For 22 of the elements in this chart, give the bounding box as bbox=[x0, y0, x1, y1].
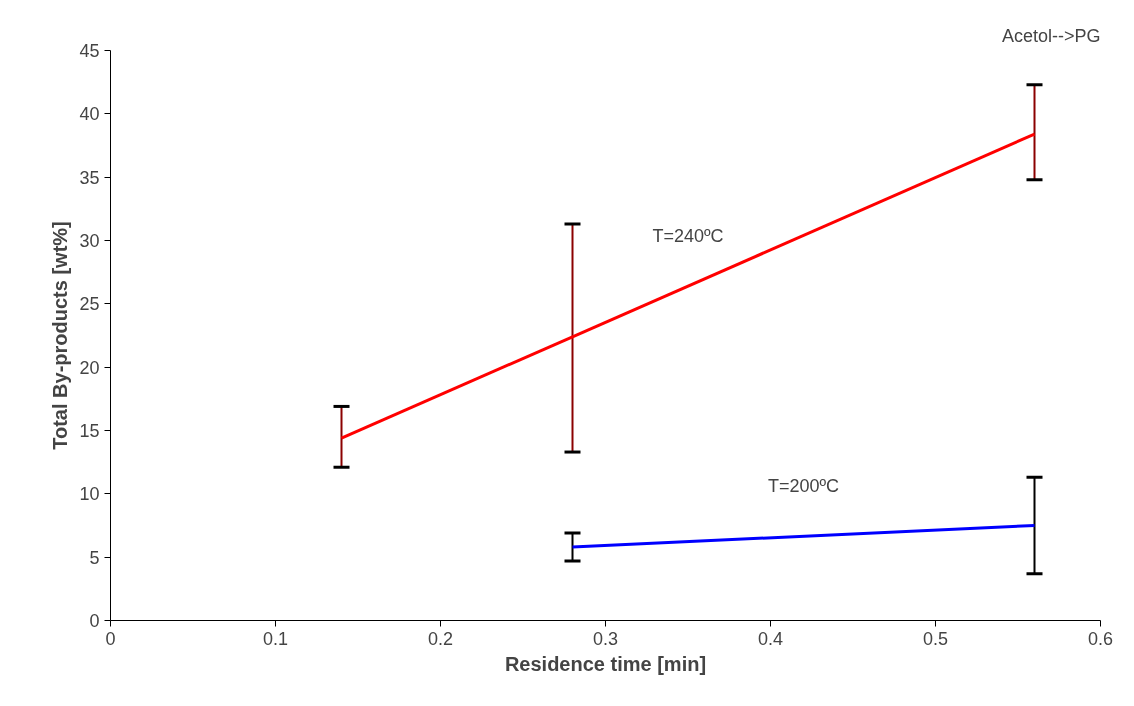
x-tick-label: 0 bbox=[105, 628, 116, 649]
x-tick-label: 0.1 bbox=[262, 628, 289, 649]
x-axis-title: Residence time [min] bbox=[504, 652, 707, 675]
series-label: T=240ºC bbox=[652, 226, 724, 247]
y-tick-label: 25 bbox=[79, 294, 100, 315]
x-tick-label: 0.4 bbox=[757, 628, 784, 649]
y-tick-label: 40 bbox=[79, 104, 100, 125]
y-tick-label: 0 bbox=[89, 611, 100, 631]
y-tick-label: 5 bbox=[89, 547, 100, 568]
y-tick-label: 45 bbox=[79, 41, 100, 61]
y-tick-label: 10 bbox=[79, 484, 100, 505]
y-tick-label: 15 bbox=[79, 421, 100, 441]
y-axis-title: Total By-products [wt%] bbox=[49, 221, 72, 450]
x-tick-label: 0.2 bbox=[427, 628, 454, 649]
text: Acetol-->PG bbox=[1001, 25, 1101, 46]
y-tick-label: 20 bbox=[79, 357, 100, 378]
x-tick-label: 0.5 bbox=[922, 628, 949, 649]
y-tick-label: 30 bbox=[79, 231, 100, 251]
text: T=200ºC bbox=[767, 476, 840, 497]
y-tick-label: 35 bbox=[79, 167, 100, 188]
x-tick-label: 0.6 bbox=[1087, 628, 1114, 649]
x-tick-label: 0.3 bbox=[592, 628, 619, 649]
